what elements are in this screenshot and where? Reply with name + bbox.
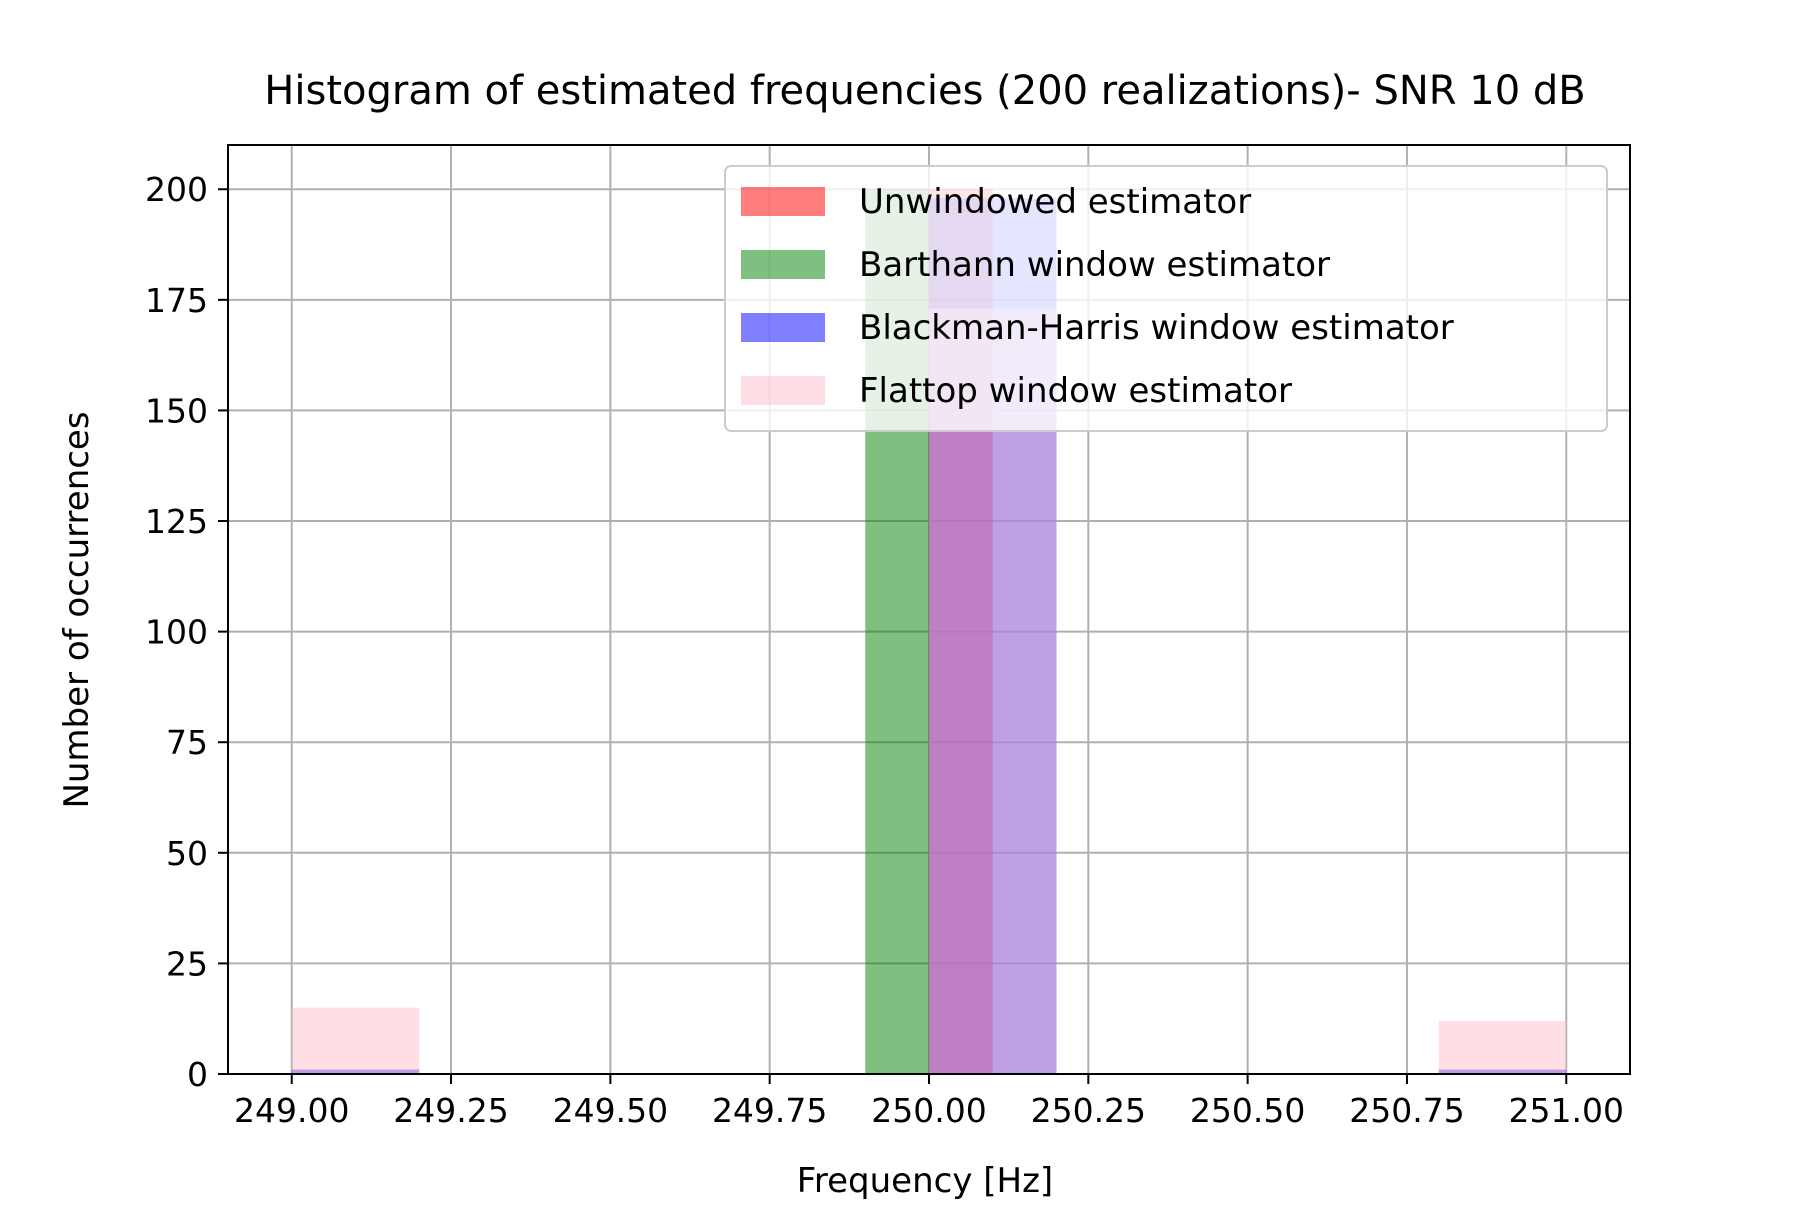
legend-label: Flattop window estimator	[859, 371, 1292, 411]
legend-box	[724, 165, 1608, 432]
x-tick-label: 249.25	[393, 1091, 508, 1130]
x-axis-ticks: 249.00 249.25 249.50 249.75 250.00 250.25 250.…	[234, 1074, 1624, 1130]
y-tick-label: 175	[145, 281, 208, 320]
x-axis-label: Frequency [Hz]	[797, 1161, 1053, 1200]
x-tick-label: 250.75	[1349, 1091, 1464, 1130]
legend-label: Barthann window estimator	[859, 245, 1330, 285]
x-tick-label: 249.50	[553, 1091, 668, 1130]
legend-swatch	[741, 313, 825, 342]
y-tick-label: 0	[187, 1055, 208, 1094]
x-tick-label: 251.00	[1509, 1091, 1624, 1130]
legend: Unwindowed estimator Barthann window esti…	[724, 165, 1608, 432]
y-tick-label: 75	[166, 723, 208, 762]
legend-swatch	[741, 376, 825, 405]
histogram-bar-series-4	[929, 308, 1057, 1075]
legend-label: Blackman-Harris window estimator	[859, 308, 1454, 348]
y-tick-label: 150	[145, 391, 208, 430]
x-tick-label: 250.50	[1190, 1091, 1305, 1130]
histogram-bar-series-4	[1438, 1020, 1567, 1074]
legend-label: Unwindowed estimator	[859, 182, 1251, 222]
x-tick-label: 250.25	[1031, 1091, 1146, 1130]
y-tick-label: 200	[145, 170, 208, 209]
y-tick-label: 125	[145, 502, 208, 541]
legend-swatch	[741, 187, 825, 216]
y-tick-label: 25	[166, 944, 208, 983]
x-tick-label: 250.00	[871, 1091, 986, 1130]
y-axis-label: Number of occurrences	[57, 411, 97, 808]
x-tick-label: 249.00	[234, 1091, 349, 1130]
y-tick-label: 50	[166, 834, 208, 873]
y-axis-ticks: 0 25 50 75 100 125 150 175 200	[145, 170, 228, 1094]
x-tick-label: 249.75	[712, 1091, 827, 1130]
legend-swatch	[741, 250, 825, 279]
y-tick-label: 100	[145, 613, 208, 652]
histogram-bar-series-4	[291, 1007, 420, 1074]
chart-title: Histogram of estimated frequencies (200 …	[264, 68, 1585, 114]
